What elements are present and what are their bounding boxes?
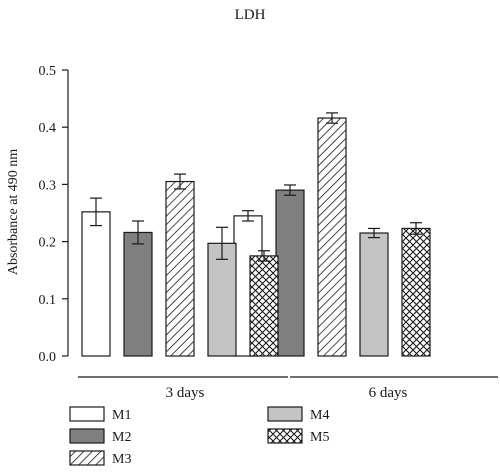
error-bar [90, 197, 102, 227]
y-tick-label: 0.4 [39, 121, 57, 136]
category-label: 3 days [166, 385, 205, 401]
legend-label: M1 [112, 408, 131, 423]
legend-swatch [69, 450, 105, 466]
legend-label: M5 [310, 430, 329, 445]
bar-m3-2 [317, 117, 347, 357]
bars-group [81, 112, 431, 357]
error-bar [326, 112, 338, 124]
bar-m2-1 [123, 231, 153, 357]
y-tick-label: 0.0 [39, 350, 57, 365]
legend-swatch [267, 428, 303, 444]
chart-title: LDH [235, 7, 266, 23]
y-axis-ticks: 0.0 0.1 0.2 0.3 0.4 0.5 [39, 64, 68, 365]
legend-label: M3 [112, 452, 131, 467]
legend-label: M4 [310, 408, 329, 423]
bar-m4-1 [207, 242, 237, 357]
legend-label: M2 [112, 430, 131, 445]
y-tick-label: 0.3 [39, 178, 57, 193]
error-bar [368, 227, 380, 239]
bar-m3-1 [165, 180, 195, 357]
category-axis: 3 days 6 days [78, 376, 498, 401]
error-bar [258, 250, 270, 262]
error-bar [284, 184, 296, 196]
error-bar [410, 222, 422, 235]
bar-m5-1 [249, 255, 279, 357]
bar-m4-2 [359, 232, 389, 357]
y-axis-label: Absorbance at 490 nm [6, 149, 21, 275]
y-tick-label: 0.1 [39, 293, 57, 308]
error-bar [132, 220, 144, 245]
legend-swatch [69, 428, 105, 444]
legend-item-m2: M2 [69, 428, 131, 445]
category-label: 6 days [369, 385, 408, 401]
bar-m5-2 [401, 227, 431, 357]
legend: M1 M2 M3 M4 M5 [69, 406, 329, 467]
error-bar [242, 210, 254, 222]
bar-m2-2 [275, 189, 305, 357]
legend-swatch [267, 406, 303, 422]
legend-swatch [69, 406, 105, 422]
legend-item-m5: M5 [267, 428, 329, 445]
legend-item-m1: M1 [69, 406, 131, 423]
y-tick-label: 0.5 [39, 64, 57, 79]
error-bar [174, 173, 186, 190]
legend-item-m4: M4 [267, 406, 329, 423]
legend-item-m3: M3 [69, 450, 131, 467]
y-tick-label: 0.2 [39, 236, 57, 251]
error-bar [216, 226, 228, 260]
bar-m1-1 [81, 211, 111, 357]
